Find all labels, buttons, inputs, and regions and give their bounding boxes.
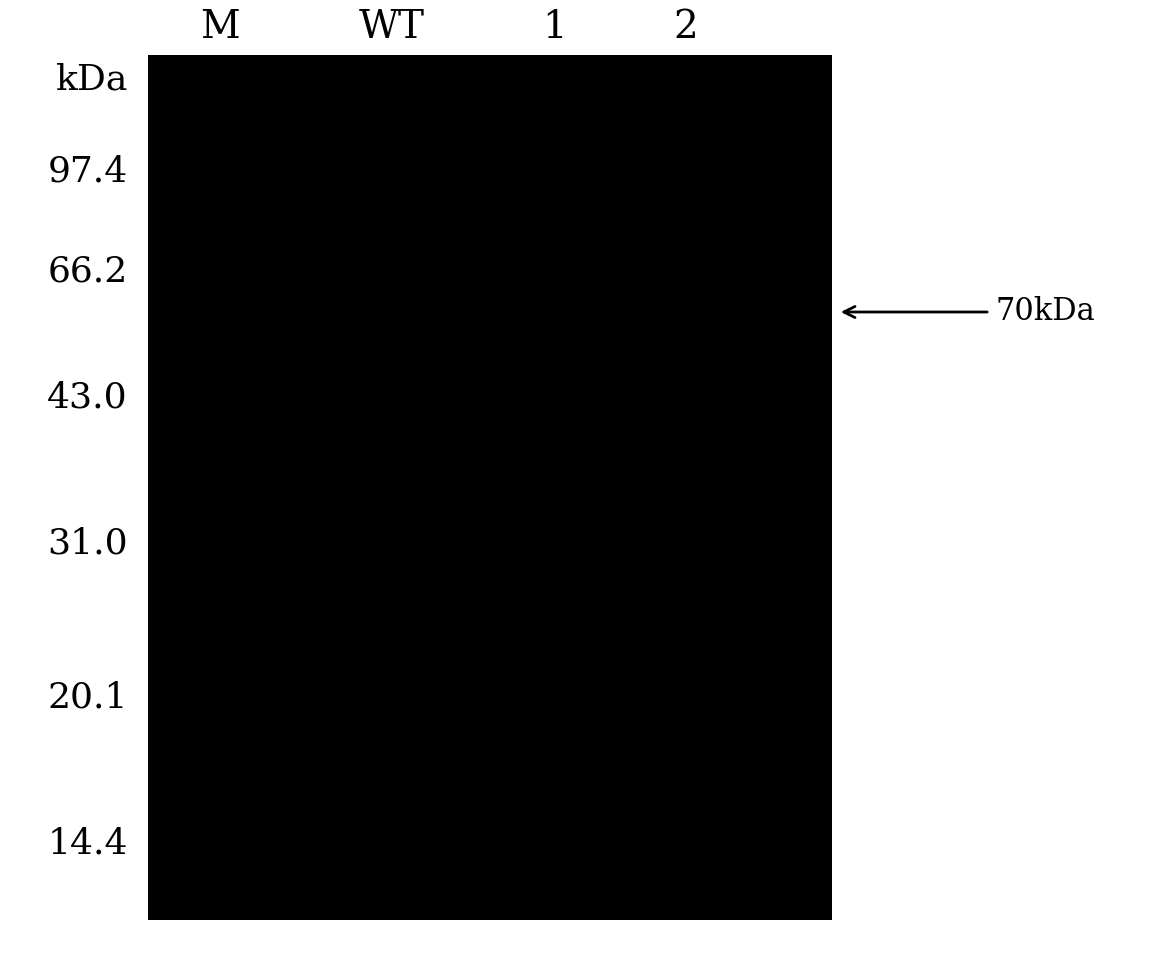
Text: 97.4: 97.4 <box>48 155 128 189</box>
Text: WT: WT <box>359 10 425 47</box>
Text: 20.1: 20.1 <box>48 680 128 714</box>
Text: M: M <box>200 10 240 47</box>
Text: 31.0: 31.0 <box>48 526 128 560</box>
Text: 1: 1 <box>542 10 567 47</box>
Text: 43.0: 43.0 <box>48 381 128 415</box>
Text: 14.4: 14.4 <box>48 826 128 860</box>
Text: kDa: kDa <box>56 63 128 97</box>
Bar <box>148 55 832 920</box>
Text: 66.2: 66.2 <box>48 255 128 289</box>
Text: 70kDa: 70kDa <box>995 297 1095 327</box>
Text: 2: 2 <box>674 10 698 47</box>
